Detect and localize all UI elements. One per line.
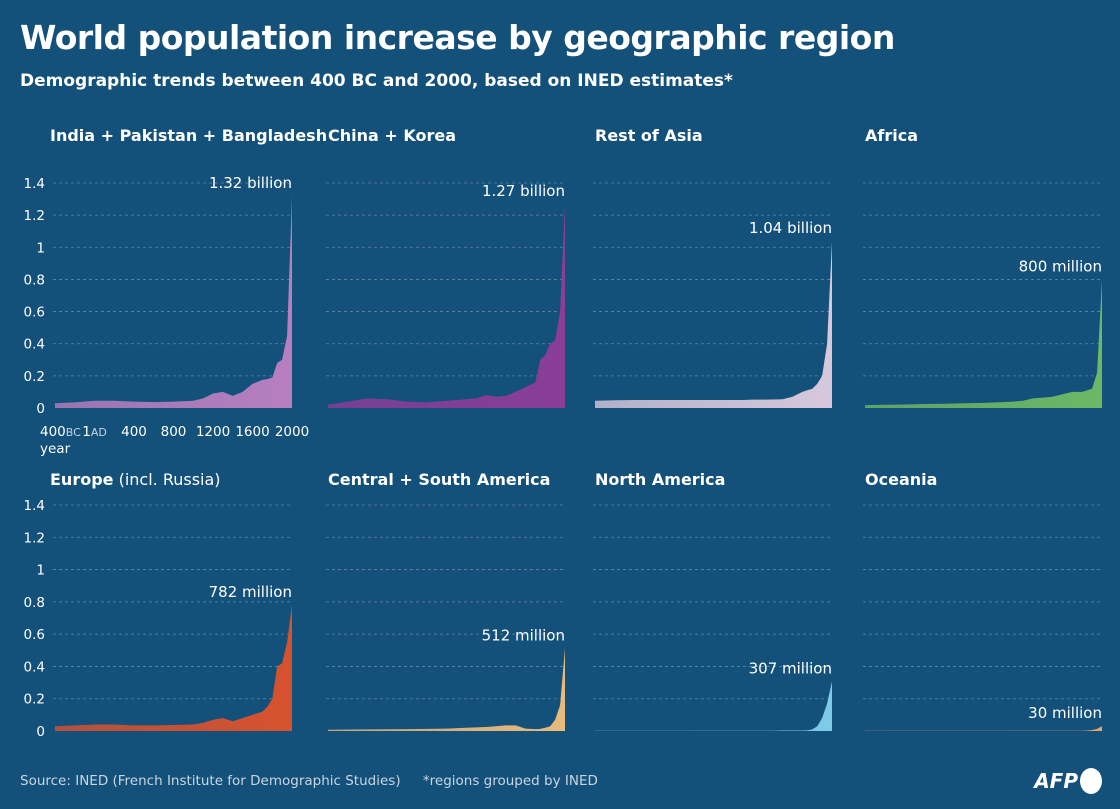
panel-title-text: Oceania xyxy=(865,470,937,489)
area-series xyxy=(55,195,292,408)
panel-6: Central + South America 512 million xyxy=(326,470,565,731)
x-tick-label: 800 xyxy=(161,424,187,440)
chart-subtitle: Demographic trends between 400 BC and 20… xyxy=(20,71,733,91)
end-value-label: 800 million xyxy=(1019,257,1102,275)
y-tick-label: 1 xyxy=(36,563,45,579)
y-tick-label: 0.8 xyxy=(24,595,45,611)
logo-dot xyxy=(1080,768,1102,794)
panel-1: India + Pakistan + Bangladesh 0 0.2 0.4 0.6 0… xyxy=(24,126,328,457)
panel-title: India + Pakistan + Bangladesh xyxy=(50,126,327,145)
x-tick-suffix: BC xyxy=(66,426,81,439)
y-tick-label: 0.2 xyxy=(24,369,45,385)
area-series xyxy=(328,203,565,408)
y-tick-label: 0.4 xyxy=(24,337,45,353)
panel-title-suffix: (incl. Russia) xyxy=(114,470,221,489)
area-series xyxy=(328,648,565,731)
panel-title: Rest of Asia xyxy=(595,126,703,145)
panel-4: Africa 800 million xyxy=(863,126,1102,408)
area-series xyxy=(865,279,1102,408)
y-tick-label: 0.2 xyxy=(24,692,45,708)
footer: Source: INED (French Institute for Demog… xyxy=(20,773,616,789)
end-value-label: 307 million xyxy=(749,659,832,677)
x-tick-label: 1200 xyxy=(196,424,230,440)
area-series xyxy=(595,240,832,408)
x-tick-suffix: AD xyxy=(91,426,107,439)
afp-logo: AFP xyxy=(1034,768,1102,794)
end-value-label: 512 million xyxy=(482,626,565,644)
panel-title-text: Central + South America xyxy=(328,470,550,489)
area-series xyxy=(55,604,292,731)
end-value-label: 30 million xyxy=(1028,704,1102,722)
y-tick-label: 0.6 xyxy=(24,627,45,643)
panel-title-text: North America xyxy=(595,470,725,489)
y-tick-label: 1.2 xyxy=(24,530,45,546)
panel-title-text: India + Pakistan + Bangladesh xyxy=(50,126,327,145)
end-value-label: 782 million xyxy=(209,583,292,601)
source-note: Source: INED (French Institute for Demog… xyxy=(20,773,401,789)
panel-2: China + Korea 1.27 billion xyxy=(326,126,565,408)
y-tick-label: 1.4 xyxy=(24,176,45,192)
y-tick-label: 1 xyxy=(36,240,45,256)
panel-title-text: Africa xyxy=(865,126,918,145)
panel-5: Europe (incl. Russia) 0 0.2 0.4 0.6 0.8 1 1.2 1.… xyxy=(24,470,292,740)
y-tick-label: 0 xyxy=(36,724,45,740)
panel-title: Oceania xyxy=(865,470,937,489)
y-tick-label: 0.8 xyxy=(24,272,45,288)
area-series xyxy=(865,726,1102,731)
panel-7: North America 307 million xyxy=(593,470,832,731)
logo-text: AFP xyxy=(1034,769,1078,793)
chart-title: World population increase by geographic … xyxy=(20,18,895,57)
end-value-label: 1.32 billion xyxy=(209,174,292,192)
y-tick-label: 1.4 xyxy=(24,498,45,514)
panel-title: North America xyxy=(595,470,725,489)
panel-title: Africa xyxy=(865,126,918,145)
y-tick-label: 1.2 xyxy=(24,208,45,224)
x-tick-label: 1AD xyxy=(82,424,107,440)
x-tick-label: 400 xyxy=(121,424,147,440)
footnote: *regions grouped by INED xyxy=(422,773,598,789)
x-tick-label: 1600 xyxy=(235,424,269,440)
y-tick-label: 0.6 xyxy=(24,305,45,321)
panel-3: Rest of Asia 1.04 billion xyxy=(593,126,832,408)
panel-title: China + Korea xyxy=(328,126,456,145)
y-tick-label: 0 xyxy=(36,401,45,417)
panel-title: Europe (incl. Russia) xyxy=(50,470,221,489)
panel-8: Oceania 30 million xyxy=(863,470,1102,731)
end-value-label: 1.04 billion xyxy=(749,219,832,237)
panel-title-text: Rest of Asia xyxy=(595,126,703,145)
panel-title-text: Europe xyxy=(50,470,114,489)
area-series xyxy=(595,681,832,731)
panel-title: Central + South America xyxy=(328,470,550,489)
x-axis-label: year xyxy=(40,441,71,457)
x-tick-label: 400BC xyxy=(40,424,81,440)
x-tick-label: 2000 xyxy=(275,424,309,440)
panel-title-text: China + Korea xyxy=(328,126,456,145)
y-tick-label: 0.4 xyxy=(24,659,45,675)
end-value-label: 1.27 billion xyxy=(482,182,565,200)
